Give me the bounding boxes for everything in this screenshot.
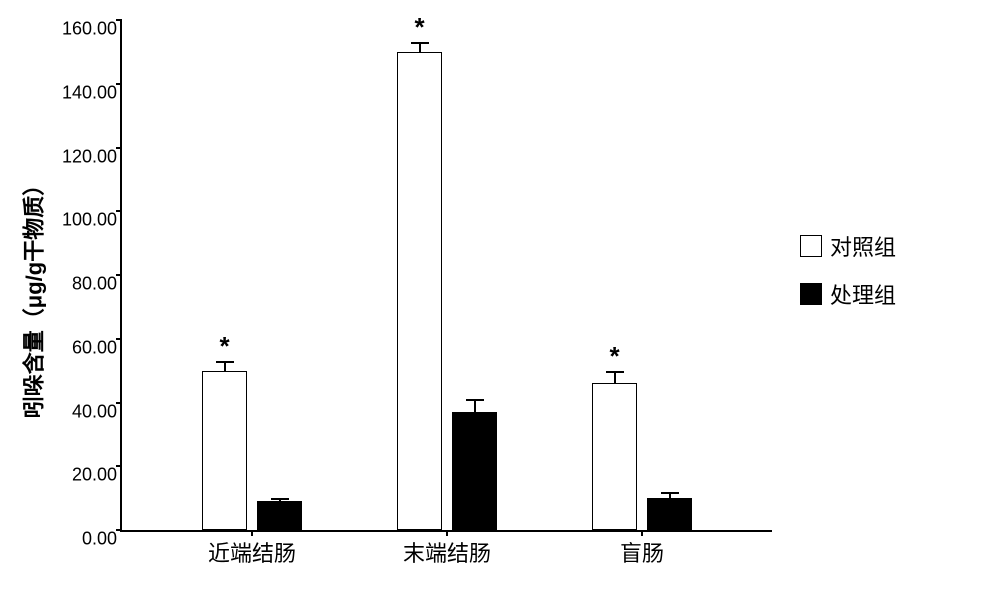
bar-treat (647, 498, 692, 530)
bar-control (202, 371, 247, 530)
y-tick-label: 0.00 (62, 529, 117, 550)
legend-swatch-treat (800, 283, 822, 305)
y-tick-label: 160.00 (62, 19, 117, 40)
y-axis-label: 吲哚含量（μg/g干物质） (16, 173, 48, 417)
y-tick-mark (116, 529, 122, 531)
error-cap (271, 498, 289, 500)
legend-swatch-control (800, 235, 822, 257)
y-tick-label: 20.00 (62, 465, 117, 486)
y-tick-mark (116, 402, 122, 404)
bar-control (397, 52, 442, 530)
error-cap (466, 399, 484, 401)
y-tick-label: 140.00 (62, 82, 117, 103)
bar-control (592, 383, 637, 530)
legend-item-treat: 处理组 (800, 278, 896, 310)
x-category-label: 近端结肠 (208, 536, 296, 568)
y-tick-mark (116, 83, 122, 85)
y-tick-mark (116, 147, 122, 149)
significance-marker: * (414, 12, 424, 43)
bar-treat (452, 412, 497, 530)
y-tick-mark (116, 465, 122, 467)
y-tick-label: 80.00 (62, 274, 117, 295)
y-tick-label: 120.00 (62, 146, 117, 167)
plot-area: 0.0020.0040.0060.0080.00100.00120.00140.… (120, 20, 772, 532)
chart-container: 吲哚含量（μg/g干物质） 0.0020.0040.0060.0080.0010… (0, 0, 1000, 591)
legend: 对照组 处理组 (800, 230, 896, 326)
y-tick-label: 60.00 (62, 337, 117, 358)
y-tick-mark (116, 210, 122, 212)
error-cap (661, 492, 679, 494)
significance-marker: * (609, 341, 619, 372)
y-tick-mark (116, 338, 122, 340)
y-tick-label: 40.00 (62, 401, 117, 422)
legend-label-control: 对照组 (830, 230, 896, 262)
y-tick-label: 100.00 (62, 210, 117, 231)
y-tick-mark (116, 274, 122, 276)
bar-treat (257, 501, 302, 530)
legend-label-treat: 处理组 (830, 278, 896, 310)
x-category-label: 盲肠 (620, 536, 664, 568)
x-category-label: 末端结肠 (403, 536, 491, 568)
significance-marker: * (219, 331, 229, 362)
y-tick-mark (116, 19, 122, 21)
legend-item-control: 对照组 (800, 230, 896, 262)
